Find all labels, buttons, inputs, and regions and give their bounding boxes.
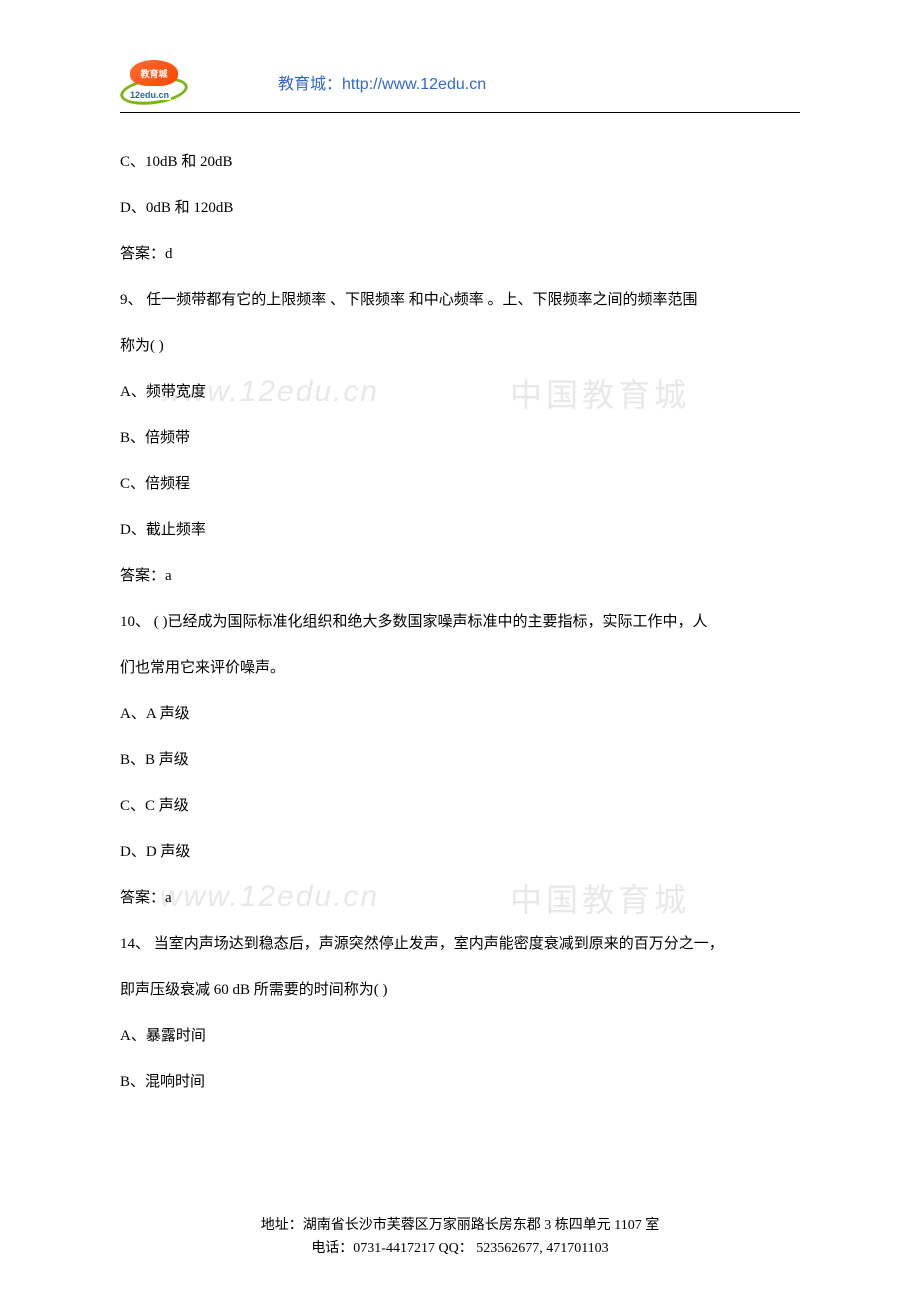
question-line: 10、 ( )已经成为国际标准化组织和绝大多数国家噪声标准中的主要指标，实际工作… bbox=[120, 601, 800, 643]
option-line: D、D 声级 bbox=[120, 831, 800, 873]
option-line: A、A 声级 bbox=[120, 693, 800, 735]
page-container: 教育城 12edu.cn 教育城：http://www.12edu.cn www… bbox=[0, 0, 920, 1302]
text-line: 们也常用它来评价噪声。 bbox=[120, 647, 800, 689]
option-line: B、B 声级 bbox=[120, 739, 800, 781]
header-url-text: 教育城：http://www.12edu.cn bbox=[278, 70, 486, 94]
option-line: D、截止频率 bbox=[120, 509, 800, 551]
option-line: C、C 声级 bbox=[120, 785, 800, 827]
option-line: A、频带宽度 bbox=[120, 371, 800, 413]
footer-address: 地址：湖南省长沙市芙蓉区万家丽路长房东郡 3 栋四单元 1107 室 bbox=[0, 1215, 920, 1237]
text-line: C、10dB 和 20dB bbox=[120, 141, 800, 183]
text-line: D、0dB 和 120dB bbox=[120, 187, 800, 229]
footer-contact: 电话：0731-4417217 QQ： 523562677, 471701103 bbox=[0, 1238, 920, 1260]
question-line: 9、 任一频带都有它的上限频率 、下限频率 和中心频率 。上、下限频率之间的频率… bbox=[120, 279, 800, 321]
page-footer: 地址：湖南省长沙市芙蓉区万家丽路长房东郡 3 栋四单元 1107 室 电话：07… bbox=[0, 1215, 920, 1260]
header-divider bbox=[120, 112, 800, 113]
option-line: B、混响时间 bbox=[120, 1061, 800, 1103]
answer-line: 答案：a bbox=[120, 555, 800, 597]
text-line: 称为( ) bbox=[120, 325, 800, 367]
text-line: 即声压级衰减 60 dB 所需要的时间称为( ) bbox=[120, 969, 800, 1011]
logo-top-text: 教育城 bbox=[130, 60, 178, 86]
document-content: C、10dB 和 20dB D、0dB 和 120dB 答案：d 9、 任一频带… bbox=[120, 141, 800, 1103]
logo: 教育城 12edu.cn bbox=[120, 60, 188, 104]
question-line: 14、 当室内声场达到稳态后，声源突然停止发声，室内声能密度衰减到原来的百万分之… bbox=[120, 923, 800, 965]
answer-line: 答案：a bbox=[120, 877, 800, 919]
answer-line: 答案：d bbox=[120, 233, 800, 275]
logo-domain-text: 12edu.cn bbox=[128, 90, 171, 100]
option-line: C、倍频程 bbox=[120, 463, 800, 505]
option-line: B、倍频带 bbox=[120, 417, 800, 459]
option-line: A、暴露时间 bbox=[120, 1015, 800, 1057]
page-header: 教育城 12edu.cn 教育城：http://www.12edu.cn bbox=[120, 60, 800, 104]
